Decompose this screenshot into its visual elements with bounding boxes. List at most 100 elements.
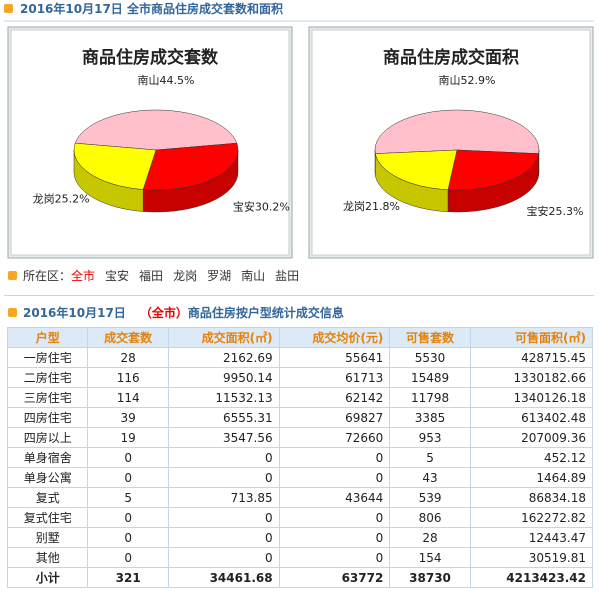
pie-label: 宝安30.2% bbox=[233, 199, 290, 213]
table-cell: 55641 bbox=[278, 347, 391, 368]
table-cell: 613402.48 bbox=[469, 407, 594, 428]
table-cell: 207009.36 bbox=[469, 427, 594, 448]
section-header: 2016年10月17日 （全市）商品住房按户型统计成交信息 bbox=[8, 304, 344, 321]
table-cell: 86834.18 bbox=[469, 487, 594, 508]
table-cell: 12443.47 bbox=[469, 527, 594, 548]
pie-label-name: 南山 bbox=[439, 74, 461, 87]
table-cell: 单身宿舍 bbox=[6, 447, 89, 468]
table-row: 其他 0 0 0 154 30519.81 bbox=[6, 547, 594, 568]
pie-label-value: 21.8% bbox=[365, 200, 400, 213]
table-cell: 0 bbox=[87, 527, 169, 548]
district-link[interactable]: 南山 bbox=[241, 269, 266, 283]
table-cell: 3385 bbox=[389, 407, 471, 428]
table-row: 四房住宅 39 6555.31 69827 3385 613402.48 bbox=[6, 407, 594, 428]
table-row: 单身宿舍 0 0 0 5 452.12 bbox=[6, 447, 594, 468]
table-row: 别墅 0 0 0 28 12443.47 bbox=[6, 527, 594, 548]
pie-slice bbox=[74, 109, 238, 151]
table-cell: 5 bbox=[389, 447, 471, 468]
table-row: 复式住宅 0 0 0 806 162272.82 bbox=[6, 507, 594, 528]
table-cell: 713.85 bbox=[167, 487, 280, 508]
table-row: 复式 5 713.85 43644 539 86834.18 bbox=[6, 487, 594, 508]
section-title: 商品住房按户型统计成交信息 bbox=[187, 306, 344, 320]
table-cell: 0 bbox=[278, 547, 391, 568]
table-cell: 0 bbox=[167, 467, 280, 488]
section-icon bbox=[8, 308, 17, 317]
district-link[interactable]: 宝安 bbox=[105, 269, 130, 283]
table-cell: 43644 bbox=[278, 487, 391, 508]
pie-label-value: 25.3% bbox=[548, 205, 583, 218]
table-cell: 11532.13 bbox=[167, 387, 280, 408]
table-cell: 4213423.42 bbox=[469, 567, 594, 588]
table-cell: 0 bbox=[167, 527, 280, 548]
table-cell: 0 bbox=[87, 467, 169, 488]
table-cell: 321 bbox=[87, 567, 169, 588]
table-cell: 5530 bbox=[389, 347, 471, 368]
table-cell: 953 bbox=[389, 427, 471, 448]
table-cell: 69827 bbox=[278, 407, 391, 428]
table-cell: 1330182.66 bbox=[469, 367, 594, 388]
table-cell: 三房住宅 bbox=[6, 387, 89, 408]
column-header: 成交面积(㎡) bbox=[167, 327, 280, 348]
table-cell: 0 bbox=[167, 447, 280, 468]
table-cell: 1340126.18 bbox=[469, 387, 594, 408]
table-cell: 19 bbox=[87, 427, 169, 448]
pie-label-name: 龙岗 bbox=[343, 200, 365, 213]
table-cell: 复式 bbox=[6, 487, 89, 508]
table-cell: 63772 bbox=[278, 567, 391, 588]
table-cell: 复式住宅 bbox=[6, 507, 89, 528]
pie-label-name: 南山 bbox=[138, 74, 160, 87]
table-cell: 9950.14 bbox=[167, 367, 280, 388]
table-row: 一房住宅 28 2162.69 55641 5530 428715.45 bbox=[6, 347, 594, 368]
table-cell: 小计 bbox=[6, 567, 89, 588]
table-cell: 5 bbox=[87, 487, 169, 508]
table-cell: 30519.81 bbox=[469, 547, 594, 568]
pie-label-value: 30.2% bbox=[255, 200, 290, 213]
table-cell: 0 bbox=[87, 507, 169, 528]
table-cell: 0 bbox=[278, 507, 391, 528]
table-cell: 428715.45 bbox=[469, 347, 594, 368]
header-title: 2016年10月17日 全市商品住房成交套数和面积 bbox=[20, 1, 283, 16]
table-cell: 0 bbox=[167, 507, 280, 528]
pie-label: 南山52.9% bbox=[439, 74, 496, 87]
table-cell: 28 bbox=[389, 527, 471, 548]
district-link[interactable]: 福田 bbox=[139, 269, 164, 283]
table-cell: 43 bbox=[389, 467, 471, 488]
header-row: 户型 成交套数 成交面积(㎡) 成交均价(元) 可售套数 可售面积(㎡) bbox=[6, 327, 594, 348]
table-cell: 0 bbox=[87, 547, 169, 568]
table-cell: 0 bbox=[278, 527, 391, 548]
table-row: 三房住宅 114 11532.13 62142 11798 1340126.18 bbox=[6, 387, 594, 408]
chart-title: 商品住房成交套数 bbox=[82, 47, 219, 68]
chart-title: 商品住房成交面积 bbox=[383, 47, 519, 68]
table-cell: 806 bbox=[389, 507, 471, 528]
district-link[interactable]: 全市 bbox=[71, 269, 96, 283]
table-cell: 0 bbox=[167, 547, 280, 568]
district-link[interactable]: 龙岗 bbox=[173, 269, 198, 283]
table-row: 单身公寓 0 0 0 43 1464.89 bbox=[6, 467, 594, 488]
table-cell: 0 bbox=[87, 447, 169, 468]
table-cell: 72660 bbox=[278, 427, 391, 448]
table-cell: 154 bbox=[389, 547, 471, 568]
table-cell: 别墅 bbox=[6, 527, 89, 548]
stats-table: 户型 成交套数 成交面积(㎡) 成交均价(元) 可售套数 可售面积(㎡) 一房住宅 28 216… bbox=[6, 327, 594, 588]
table-cell: 四房以上 bbox=[6, 427, 89, 448]
table-cell: 0 bbox=[278, 447, 391, 468]
table-cell: 61713 bbox=[278, 367, 391, 388]
charts-area: 2016年10月17日 全市商品住房成交套数和面积 商品住房成交套数南山44.5… bbox=[4, 1, 594, 259]
district-link[interactable]: 罗湖 bbox=[207, 269, 232, 283]
table-cell: 34461.68 bbox=[167, 567, 280, 588]
pie-label: 宝安25.3% bbox=[526, 204, 583, 218]
pie-slice bbox=[374, 109, 540, 154]
pie-label: 南山44.5% bbox=[138, 74, 195, 87]
pie-label: 龙岗25.2% bbox=[33, 192, 90, 205]
table-cell: 39 bbox=[87, 407, 169, 428]
table-cell: 28 bbox=[87, 347, 169, 368]
district-nav: 所在区：全市 宝安 福田 龙岗 罗湖 南山 盐田 bbox=[8, 267, 309, 284]
column-header: 成交均价(元) bbox=[278, 327, 391, 348]
pie-label-name: 宝安 bbox=[526, 204, 548, 218]
table-cell: 0 bbox=[278, 467, 391, 488]
district-link[interactable]: 盐田 bbox=[275, 269, 300, 283]
table-cell: 11798 bbox=[389, 387, 471, 408]
column-header: 户型 bbox=[6, 327, 89, 348]
table-cell: 62142 bbox=[278, 387, 391, 408]
table-cell: 162272.82 bbox=[469, 507, 594, 528]
